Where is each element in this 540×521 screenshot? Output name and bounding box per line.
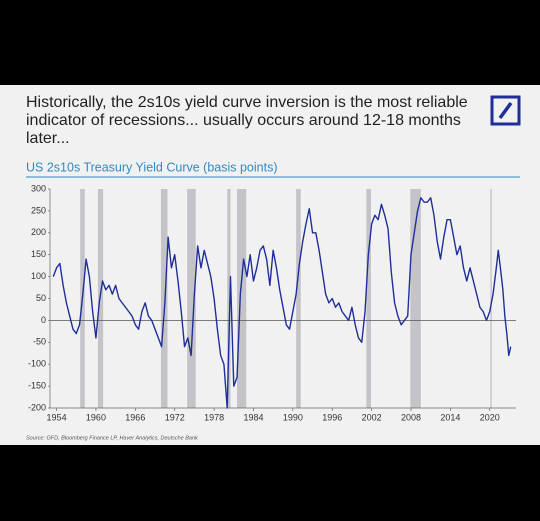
y-tick-label: 0 — [41, 315, 46, 325]
y-tick-label: 100 — [31, 271, 46, 281]
x-tick-label: 1972 — [165, 412, 185, 422]
logo — [490, 95, 521, 126]
series-line — [52, 197, 512, 409]
y-tick-label: 50 — [36, 293, 46, 303]
x-tick-label: 2020 — [480, 412, 500, 422]
x-tick-label: 1978 — [204, 412, 224, 422]
logo-box — [490, 95, 521, 126]
recession-band — [490, 189, 492, 408]
recession-band — [237, 189, 247, 408]
recession-band — [366, 189, 371, 408]
title-line: Historically, the 2s10s yield curve inve… — [26, 94, 468, 111]
source-note: Source: GFD, Bloomberg Finance LP, Haver… — [26, 435, 198, 441]
x-tick-label: 1990 — [283, 412, 303, 422]
y-tick-label: 150 — [31, 249, 46, 259]
y-tick-label: 200 — [31, 227, 46, 237]
y-tick-label: -100 — [28, 359, 46, 369]
y-tick-label: -50 — [33, 337, 46, 347]
x-tick-label: 1996 — [322, 412, 342, 422]
x-tick-label: 1984 — [243, 412, 263, 422]
y-tick-label: 250 — [31, 205, 46, 215]
title-line: indicator of recessions... usually occur… — [26, 112, 461, 129]
recession-band — [227, 189, 231, 408]
recession-band — [160, 189, 168, 408]
recession-band — [410, 189, 421, 408]
title-line: later... — [26, 130, 70, 147]
x-tick-label: 2014 — [440, 412, 460, 422]
x-tick-label: 1966 — [125, 412, 145, 422]
recession-band — [296, 189, 301, 408]
x-tick-label: 2002 — [362, 412, 382, 422]
x-tick-label: 2008 — [401, 412, 421, 422]
logo-slash — [498, 101, 513, 120]
y-tick-label: -200 — [28, 402, 46, 412]
y-tick-label: 300 — [31, 183, 46, 193]
y-tick-label: -150 — [28, 380, 46, 390]
x-tick-label: 1960 — [86, 412, 106, 422]
subtitle: US 2s10s Treasury Yield Curve (basis poi… — [26, 160, 278, 174]
slide-background — [0, 85, 540, 445]
x-tick-label: 1954 — [47, 412, 67, 422]
recession-band — [187, 189, 196, 408]
